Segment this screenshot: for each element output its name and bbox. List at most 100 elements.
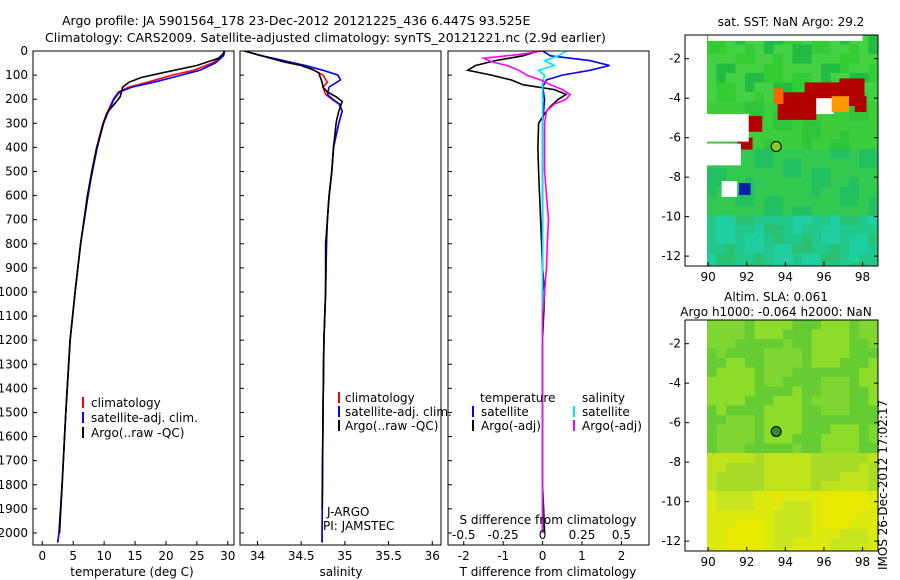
sst-cell	[868, 177, 878, 188]
sst-cell	[735, 44, 746, 55]
sla-cell	[773, 386, 784, 397]
y-tick-label: 400	[5, 140, 28, 154]
y-tick-label: 300	[5, 116, 28, 130]
sst-cell	[821, 253, 831, 264]
sst-cell	[868, 44, 878, 55]
sst-cell	[754, 206, 765, 216]
sla-cell	[802, 396, 812, 406]
sla-cell	[859, 548, 869, 551]
sla-cell	[716, 339, 727, 349]
sla-cell	[849, 396, 860, 406]
y-tick-label: 1800	[0, 478, 28, 492]
x-tick-label: 36	[425, 549, 440, 563]
y-tick-label: 500	[5, 164, 28, 178]
sla-cell	[792, 377, 803, 387]
sst-cell	[707, 177, 717, 188]
sst-cell	[726, 206, 736, 216]
sst-cell	[764, 82, 774, 93]
sst-cell	[830, 263, 841, 266]
sst-cell	[773, 168, 784, 178]
sla-cell	[783, 500, 793, 511]
sst-cell	[859, 73, 869, 83]
sla-cell	[821, 491, 831, 501]
sla-cell	[745, 519, 755, 530]
sst-cell	[802, 120, 812, 131]
sla-cell	[773, 538, 784, 549]
sla-cell	[840, 443, 850, 454]
sla-cell	[868, 472, 878, 482]
sla-cell	[773, 548, 784, 551]
sla-cell	[849, 462, 860, 473]
sst-cell	[792, 253, 803, 264]
sst-cell	[859, 206, 869, 216]
sst-map-ticks: 90 92 94 96 98 -2 -4 -6 -8 -10 -12	[661, 52, 878, 284]
y-tick-label: 1400	[0, 381, 28, 395]
sla-cell	[821, 358, 831, 368]
sla-cell	[811, 377, 822, 387]
sla-cell	[726, 491, 736, 501]
sla-cell	[726, 348, 736, 359]
sla-cell	[859, 405, 869, 416]
sla-cell	[735, 424, 746, 435]
sla-cell	[821, 367, 831, 378]
sla-cell	[745, 405, 755, 416]
legend-sal-satellite: satellite	[582, 405, 630, 419]
sst-patch	[708, 35, 863, 41]
sla-cell	[764, 500, 774, 511]
sla-cell	[849, 434, 860, 444]
sst-cell	[726, 63, 736, 74]
sla-cell	[840, 500, 850, 511]
sst-cell	[811, 149, 822, 159]
x-tick-label: 30	[220, 549, 235, 563]
sla-cell	[868, 348, 878, 359]
sst-cell	[849, 111, 860, 121]
sla-cell	[754, 462, 765, 473]
sla-cell	[792, 529, 803, 539]
sla-cell	[783, 510, 793, 520]
sst-cell	[773, 234, 784, 245]
sla-cell	[764, 491, 774, 501]
sst-cell	[764, 158, 774, 169]
sla-cell	[792, 434, 803, 444]
sst-cell	[783, 196, 793, 207]
sla-cell	[764, 529, 774, 539]
sst-cell	[811, 139, 822, 150]
sst-cell	[859, 139, 869, 150]
sla-cell	[830, 519, 841, 530]
sst-cell	[707, 101, 717, 112]
sla-cell	[859, 491, 869, 501]
sla-cell	[840, 519, 850, 530]
sla-map-cells	[707, 320, 878, 551]
temperature-lines	[56, 51, 226, 543]
sla-cell	[830, 367, 841, 378]
sla-cell	[726, 538, 736, 549]
sst-patch	[816, 98, 834, 114]
sla-cell	[735, 415, 746, 425]
sst-cell	[707, 73, 717, 83]
sla-cell	[726, 529, 736, 539]
sla-cell	[792, 405, 803, 416]
sla-cell	[821, 434, 831, 444]
sst-cell	[849, 177, 860, 188]
sst-cell	[802, 206, 812, 216]
difference-lines	[465, 51, 610, 534]
x-tick-label: 10	[96, 549, 111, 563]
sst-cell	[792, 187, 803, 197]
sla-cell	[745, 434, 755, 444]
sla-cell	[707, 386, 717, 397]
sst-cell	[754, 139, 765, 150]
sst-cell	[745, 82, 755, 93]
sst-cell	[745, 263, 755, 266]
sla-cell	[802, 405, 812, 416]
sst-cell	[754, 215, 765, 226]
sst-cell	[849, 139, 860, 150]
sla-cell	[745, 377, 755, 387]
sst-cell	[868, 196, 878, 207]
sst-cell	[830, 63, 841, 74]
sla-cell	[764, 320, 774, 330]
sla-cell	[745, 367, 755, 378]
sla-cell	[811, 529, 822, 539]
sla-cell	[773, 529, 784, 539]
sst-cell	[840, 206, 850, 216]
